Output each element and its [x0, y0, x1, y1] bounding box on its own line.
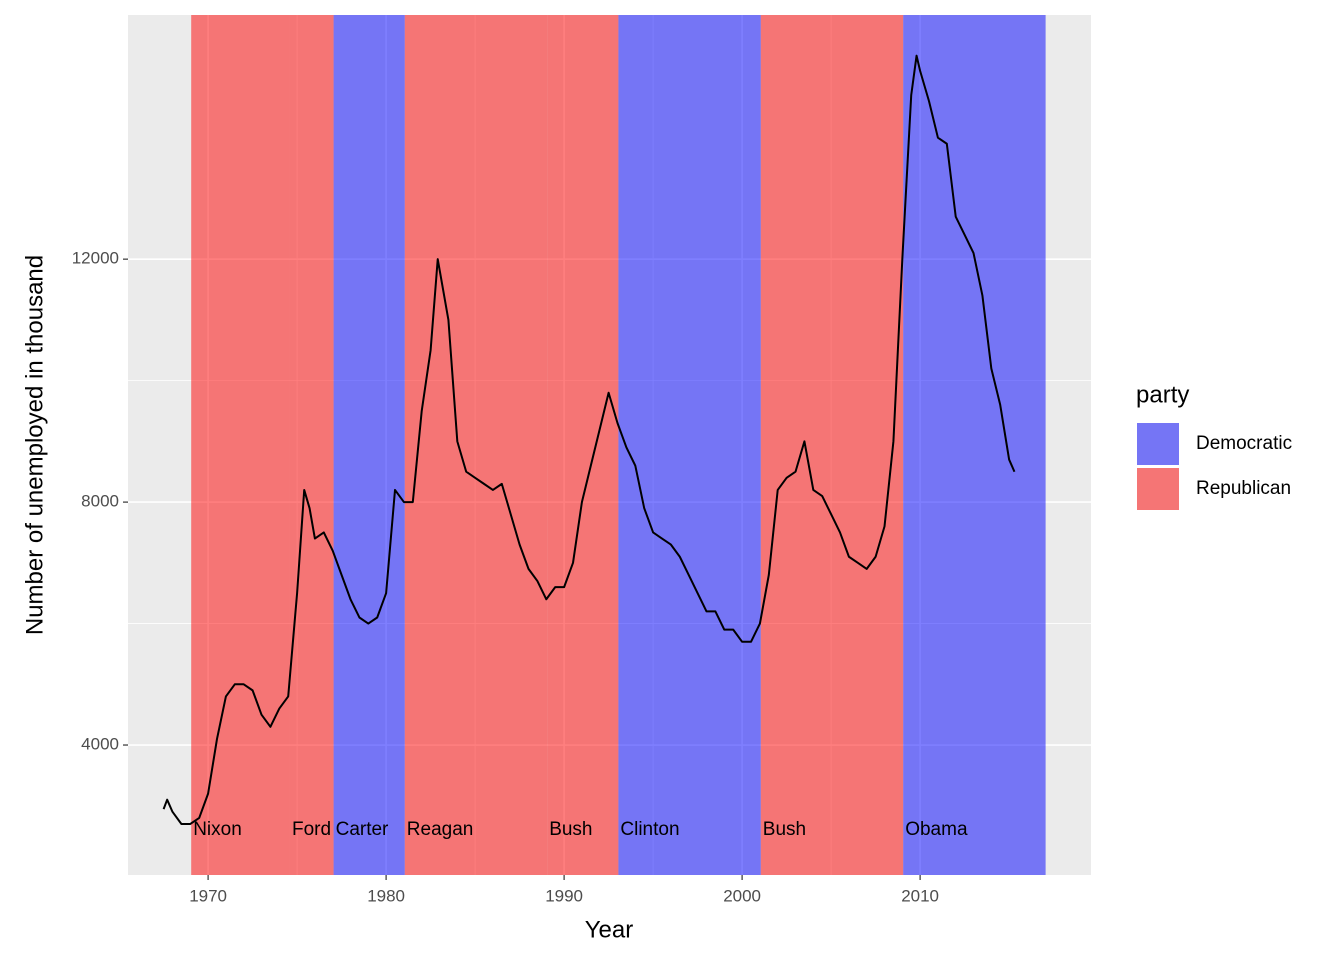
- legend-title: party: [1136, 381, 1189, 408]
- y-axis-title: Number of unemployed in thousand: [21, 255, 48, 635]
- president-label: Nixon: [193, 819, 242, 840]
- president-label: Obama: [905, 819, 968, 840]
- x-tick-label: 1970: [189, 886, 227, 905]
- president-label: Clinton: [620, 819, 679, 840]
- president-label: Carter: [336, 819, 389, 840]
- y-tick-label: 4000: [81, 735, 119, 754]
- term-band: [547, 15, 619, 875]
- x-tick-label: 1990: [545, 886, 583, 905]
- term-band: [191, 15, 290, 875]
- x-tick-label: 2000: [723, 886, 761, 905]
- legend-label: Democratic: [1196, 433, 1292, 454]
- data-line: [162, 54, 1016, 825]
- term-band: [760, 15, 904, 875]
- president-label: Ford: [292, 819, 331, 840]
- x-tick-label: 2010: [901, 886, 939, 905]
- x-axis-title: Year: [585, 916, 634, 943]
- term-band: [618, 15, 761, 875]
- legend-key: [1137, 468, 1179, 510]
- term-band: [333, 15, 405, 875]
- y-tick-label: 8000: [81, 492, 119, 511]
- president-label: Reagan: [407, 819, 474, 840]
- legend-label: Republican: [1196, 478, 1291, 499]
- x-tick-label: 1980: [367, 886, 405, 905]
- president-label: Bush: [549, 819, 592, 840]
- term-band: [404, 15, 548, 875]
- term-band: [903, 15, 1046, 875]
- legend-key: [1137, 423, 1179, 465]
- y-tick-label: 12000: [72, 249, 119, 268]
- term-band: [289, 15, 334, 875]
- president-label: Bush: [763, 819, 806, 840]
